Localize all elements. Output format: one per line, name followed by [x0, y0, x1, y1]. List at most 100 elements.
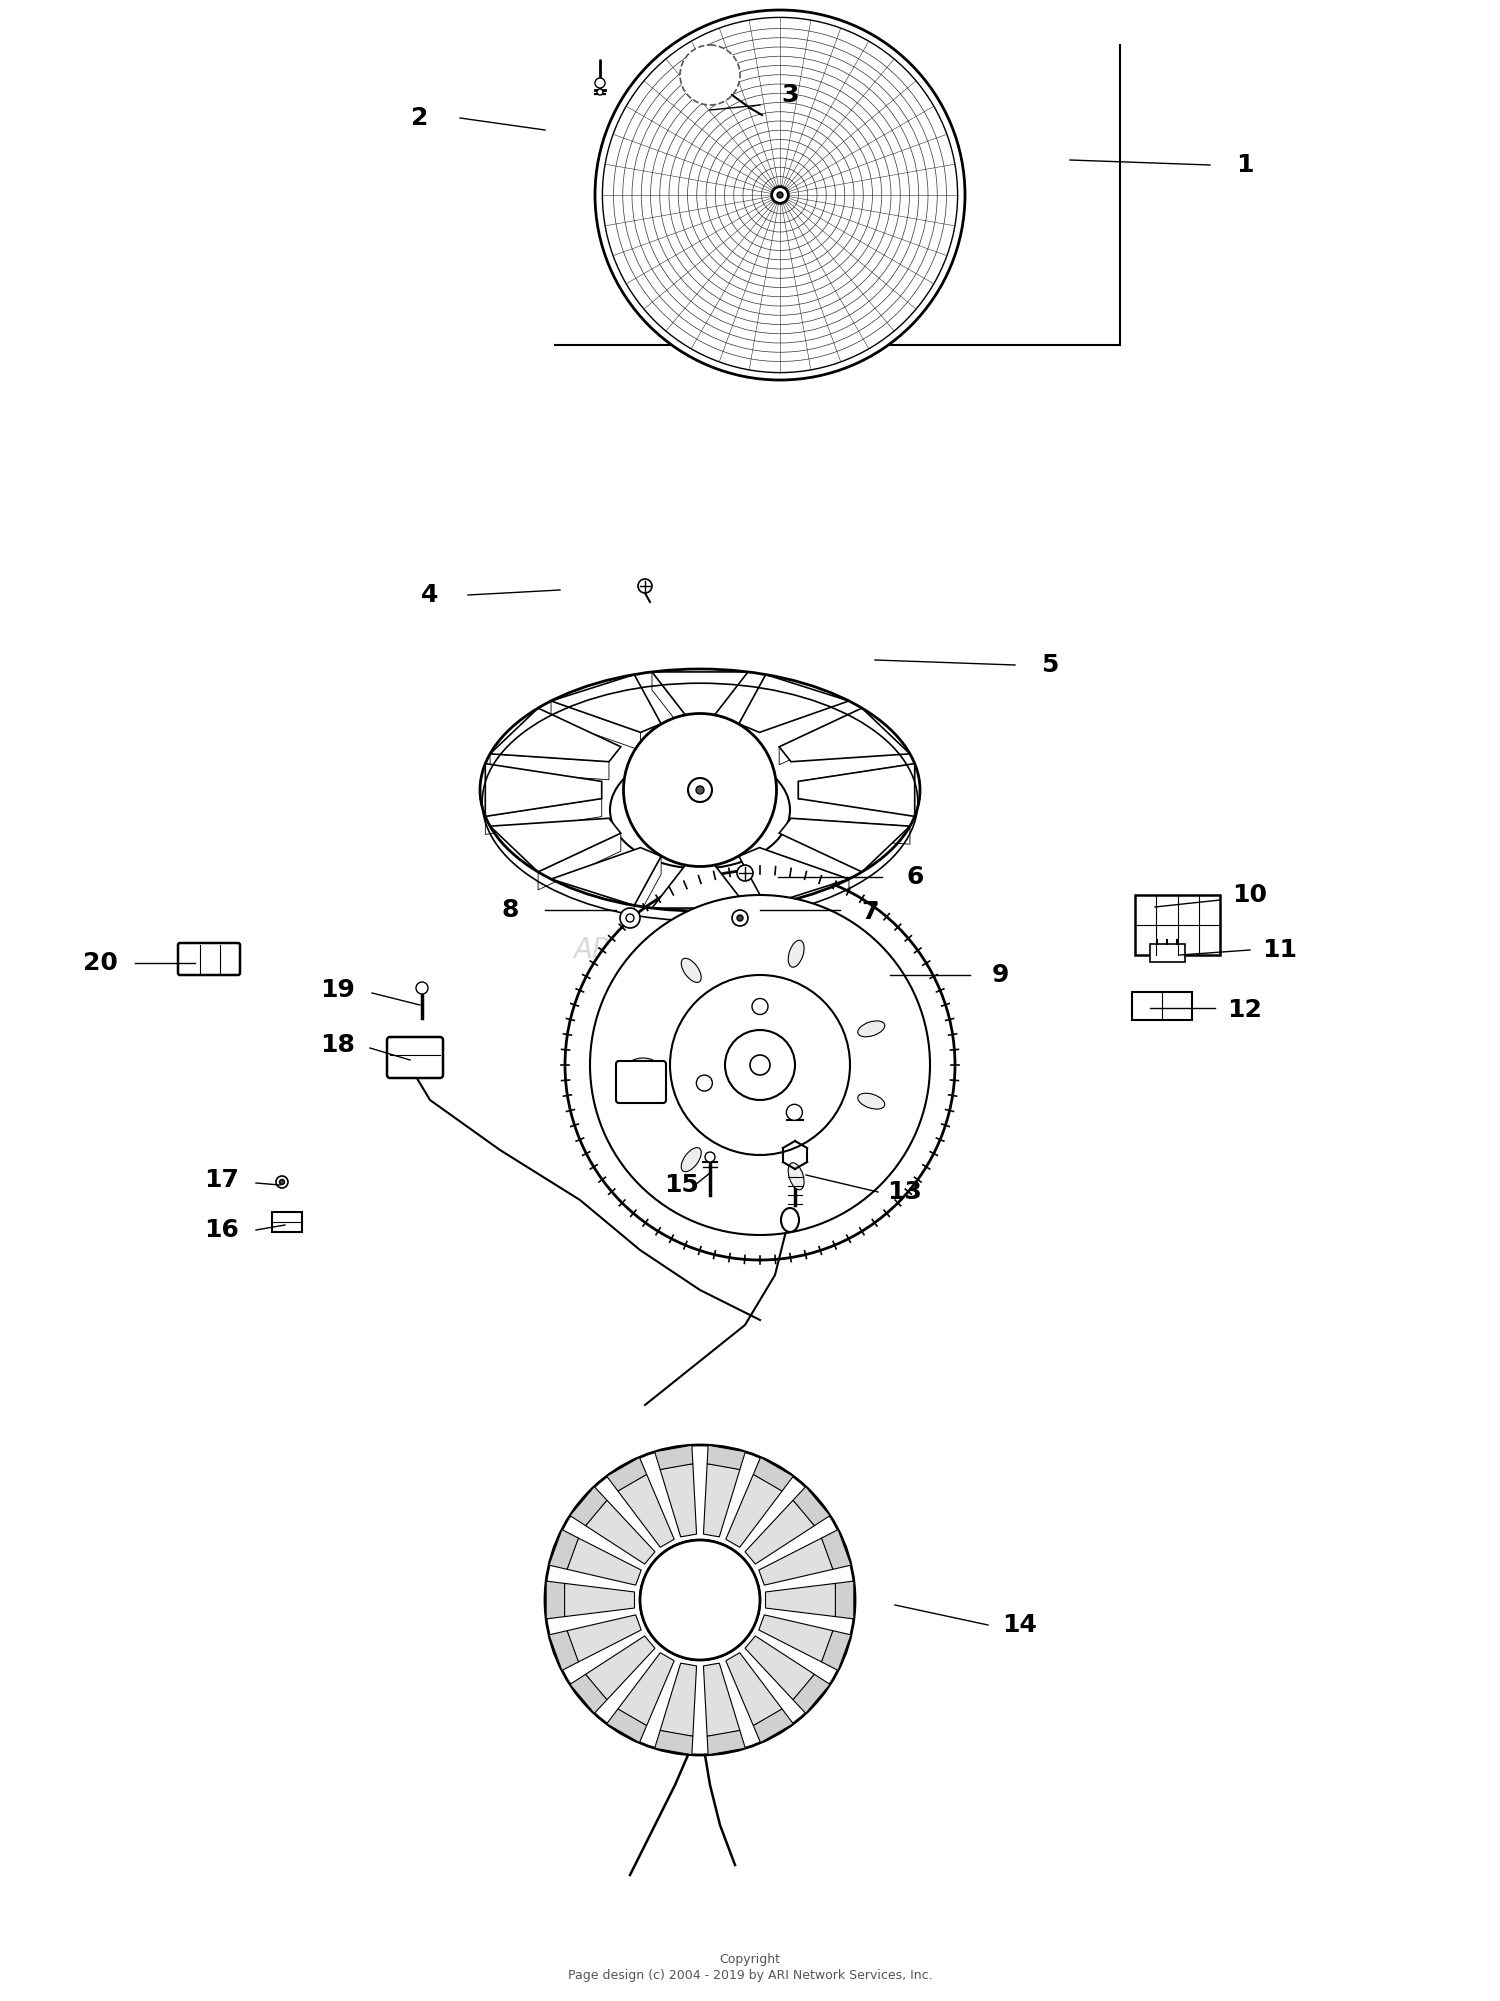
Circle shape	[597, 88, 603, 94]
Text: 4: 4	[422, 582, 438, 606]
Polygon shape	[712, 862, 748, 926]
Polygon shape	[759, 1615, 833, 1663]
Bar	[1136, 894, 1220, 954]
Polygon shape	[790, 818, 910, 844]
Polygon shape	[654, 1445, 693, 1469]
Polygon shape	[606, 1457, 646, 1491]
Text: 14: 14	[1002, 1613, 1038, 1637]
Polygon shape	[567, 1615, 640, 1663]
Polygon shape	[618, 1475, 674, 1547]
Text: 19: 19	[321, 978, 356, 1003]
Circle shape	[786, 1105, 802, 1121]
Circle shape	[566, 870, 956, 1261]
Text: 16: 16	[204, 1219, 240, 1243]
Bar	[1150, 944, 1185, 962]
Text: 9: 9	[992, 962, 1008, 986]
Polygon shape	[778, 708, 910, 762]
Polygon shape	[778, 708, 862, 764]
Polygon shape	[794, 1487, 830, 1525]
Polygon shape	[549, 1631, 579, 1671]
Polygon shape	[606, 1709, 646, 1743]
Polygon shape	[490, 708, 621, 762]
Circle shape	[279, 1179, 285, 1185]
Circle shape	[696, 786, 703, 794]
Polygon shape	[550, 674, 662, 732]
Polygon shape	[486, 764, 602, 816]
Text: 6: 6	[906, 864, 924, 888]
Polygon shape	[564, 1583, 634, 1617]
Text: 17: 17	[204, 1169, 240, 1193]
Circle shape	[732, 910, 748, 926]
Circle shape	[670, 974, 850, 1155]
Circle shape	[736, 914, 742, 920]
Polygon shape	[726, 1653, 782, 1725]
Polygon shape	[822, 1631, 850, 1671]
Circle shape	[596, 10, 964, 380]
Ellipse shape	[858, 1093, 885, 1109]
Polygon shape	[726, 1475, 782, 1547]
Polygon shape	[634, 856, 662, 924]
Polygon shape	[836, 1581, 854, 1619]
Polygon shape	[567, 1539, 640, 1585]
Text: 18: 18	[321, 1033, 356, 1057]
Text: 7: 7	[861, 900, 879, 924]
Polygon shape	[798, 764, 915, 816]
Polygon shape	[570, 1487, 608, 1525]
Ellipse shape	[788, 1163, 804, 1191]
Polygon shape	[652, 672, 688, 736]
Polygon shape	[704, 1663, 740, 1737]
Circle shape	[724, 1031, 795, 1101]
Circle shape	[680, 44, 740, 104]
Polygon shape	[490, 818, 621, 872]
Polygon shape	[740, 674, 766, 742]
Polygon shape	[585, 1637, 656, 1699]
Polygon shape	[753, 1457, 794, 1491]
FancyBboxPatch shape	[178, 942, 240, 974]
Ellipse shape	[788, 940, 804, 966]
Polygon shape	[550, 700, 640, 750]
Circle shape	[620, 908, 640, 928]
Polygon shape	[794, 1675, 830, 1713]
Circle shape	[752, 998, 768, 1015]
Circle shape	[596, 78, 604, 88]
Polygon shape	[660, 1663, 696, 1737]
Polygon shape	[618, 1653, 674, 1725]
Circle shape	[626, 914, 634, 922]
Ellipse shape	[681, 1149, 700, 1173]
Circle shape	[696, 1075, 712, 1091]
Circle shape	[720, 898, 760, 938]
Polygon shape	[652, 862, 748, 908]
Circle shape	[705, 1153, 716, 1163]
Text: 5: 5	[1041, 652, 1059, 676]
Polygon shape	[706, 1445, 746, 1469]
Circle shape	[640, 1541, 760, 1661]
Bar	[1132, 992, 1192, 1021]
Polygon shape	[486, 798, 602, 834]
Polygon shape	[778, 818, 910, 872]
Text: 8: 8	[501, 898, 519, 922]
Circle shape	[640, 1541, 760, 1661]
Circle shape	[750, 1055, 770, 1075]
Polygon shape	[740, 674, 849, 732]
Circle shape	[276, 1177, 288, 1189]
Circle shape	[416, 982, 428, 994]
Circle shape	[590, 894, 930, 1235]
Polygon shape	[822, 1529, 850, 1569]
Text: 10: 10	[1233, 882, 1268, 906]
Text: 12: 12	[1227, 998, 1263, 1023]
Polygon shape	[546, 1581, 564, 1619]
Polygon shape	[704, 1465, 740, 1537]
Text: 1: 1	[1236, 152, 1254, 176]
Polygon shape	[746, 1501, 814, 1565]
Text: 3: 3	[782, 82, 798, 106]
Polygon shape	[585, 1501, 656, 1565]
Circle shape	[688, 778, 712, 802]
Text: 13: 13	[888, 1181, 922, 1205]
Text: 15: 15	[664, 1173, 699, 1197]
Polygon shape	[550, 848, 662, 906]
Polygon shape	[652, 672, 748, 718]
Polygon shape	[490, 754, 609, 780]
Polygon shape	[570, 1675, 608, 1713]
Polygon shape	[538, 832, 621, 890]
Text: 2: 2	[411, 106, 429, 130]
